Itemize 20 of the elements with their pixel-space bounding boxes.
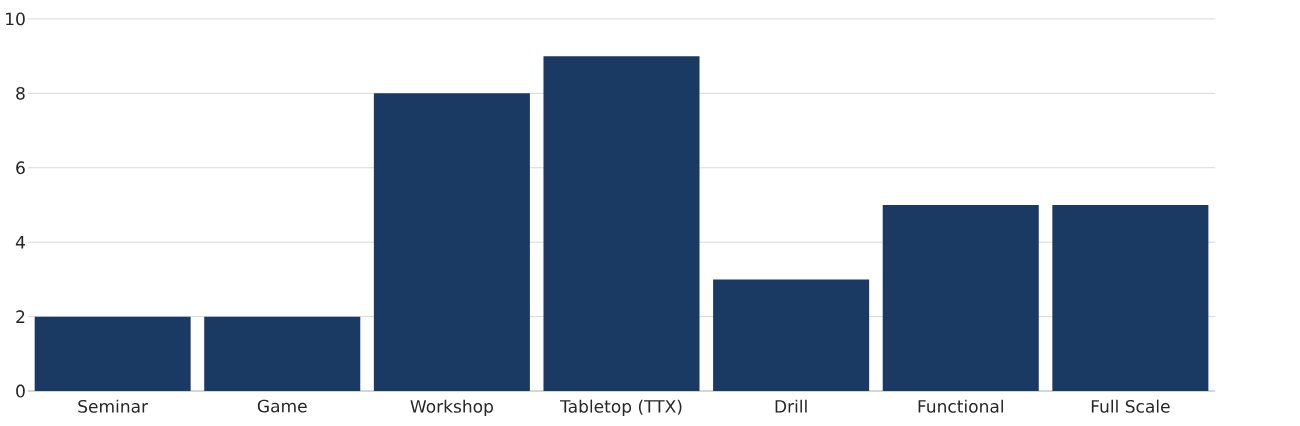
bar: [34, 316, 191, 392]
y-tick-label: 4: [15, 235, 25, 249]
y-tick-label: 8: [16, 86, 25, 100]
bar: [204, 316, 361, 392]
x-tick-label: Full Scale: [1091, 399, 1170, 413]
bar: [543, 56, 700, 392]
bar: [373, 93, 530, 392]
bar: [713, 279, 870, 392]
x-tick-label: Seminar: [78, 399, 149, 413]
x-tick-label: Functional: [918, 399, 1003, 413]
x-tick-label: Tabletop (TTX): [560, 399, 682, 417]
y-tick-label: 0: [16, 384, 25, 398]
x-tick-label: Drill: [775, 399, 807, 413]
y-tick-label: 10: [6, 12, 25, 26]
x-tick-label: Workshop: [410, 399, 493, 417]
y-tick-label: 2: [16, 310, 25, 323]
bar: [882, 204, 1039, 392]
y-tick-label: 6: [16, 161, 25, 175]
bar: [1052, 204, 1209, 392]
x-tick-label: Game: [257, 399, 307, 413]
